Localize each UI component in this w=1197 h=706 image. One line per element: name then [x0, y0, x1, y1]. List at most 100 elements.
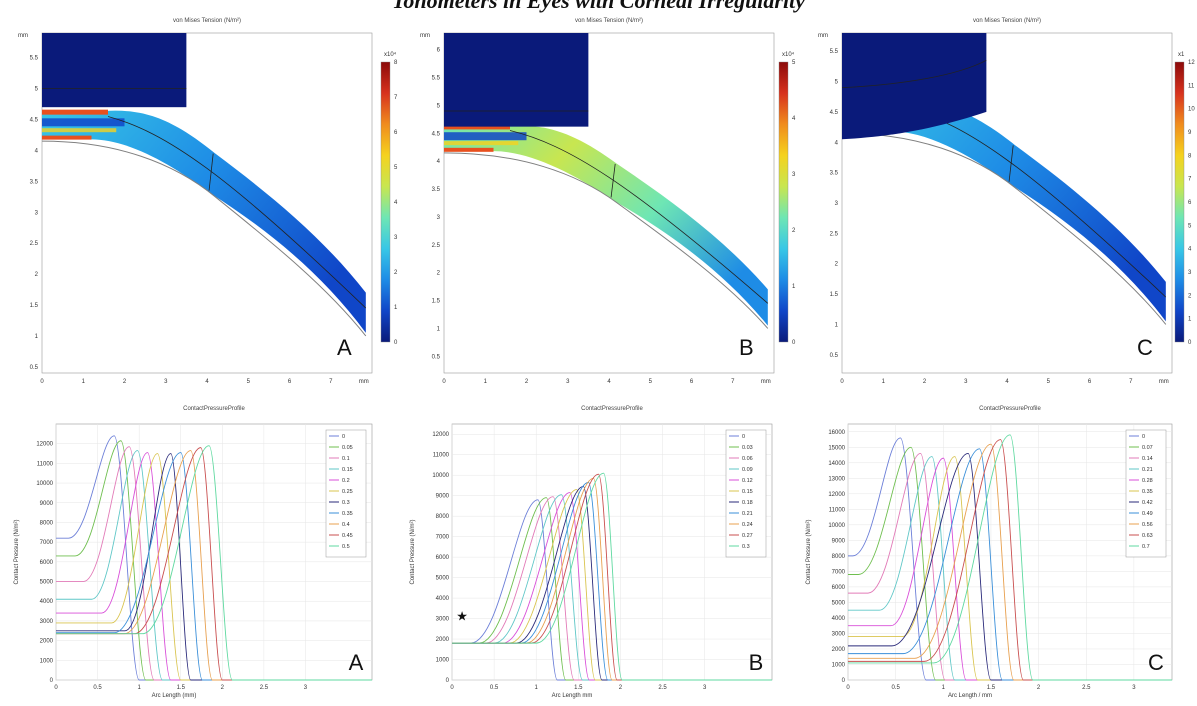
- colorbar-tick-label: 9: [1188, 130, 1192, 136]
- x-tick-label: mm: [359, 379, 369, 385]
- cornea-stress-field: [42, 110, 366, 333]
- mid-stress-band: [42, 128, 117, 133]
- y-tick-label: 9000: [832, 538, 846, 544]
- x-tick-label: 1.5: [987, 685, 996, 691]
- legend-label: 0.7: [1142, 544, 1150, 550]
- x-tick-label: 1: [137, 685, 141, 691]
- x-tick-label: 3: [1132, 685, 1136, 691]
- x-tick-label: 5: [649, 379, 653, 385]
- y-tick-label: 5000: [40, 580, 54, 586]
- y-tick-label: 2.5: [432, 243, 441, 249]
- y-tick-label: 0.5: [432, 354, 441, 360]
- x-tick-label: 1: [484, 379, 488, 385]
- y-tick-label: 0: [842, 678, 846, 684]
- y-tick-label: 9000: [436, 494, 450, 500]
- fem-panel-b: von Mises Tension (N/m²) 0 1 2 3 4 5 6 7 mm 0.5 1 1.…: [420, 18, 796, 385]
- colorbar-tick-label: 0: [394, 340, 398, 346]
- colorbar-tick-label: 5: [394, 165, 398, 171]
- y-tick-label: 14000: [828, 461, 845, 467]
- y-tick-label: 4000: [832, 616, 846, 622]
- legend-box: [325, 429, 367, 558]
- y-tick-label: 5000: [436, 576, 450, 582]
- x-tick-label: 3: [304, 685, 308, 691]
- legend-label: 0: [342, 434, 345, 440]
- x-tick-label: 7: [329, 379, 333, 385]
- y-tick-label: 6000: [832, 585, 846, 591]
- x-tick-label: 0: [40, 379, 44, 385]
- legend-label: 0.05: [342, 445, 353, 451]
- legend-box: [1125, 429, 1167, 558]
- page-title: Tonometers in Eyes with Corneal Irregula…: [392, 0, 805, 13]
- series-line-0.7: [847, 434, 1172, 681]
- x-tick-label: 1: [535, 685, 539, 691]
- y-tick-label: 3.5: [830, 171, 839, 177]
- x-tick-label: 0.5: [93, 685, 102, 691]
- legend-label: 0.42: [1142, 500, 1153, 506]
- y-tick-label: 1: [35, 334, 39, 340]
- series-line-0: [848, 437, 1172, 681]
- y-tick-label: 1.5: [432, 299, 441, 305]
- colorbar-tick-label: 7: [1188, 177, 1192, 183]
- x-tick-label: 2.5: [1082, 685, 1091, 691]
- x-tick-label: 1.5: [177, 685, 186, 691]
- x-tick-label: 0: [846, 685, 850, 691]
- cornea-outline: [841, 132, 1167, 325]
- panel-letter: A: [349, 650, 364, 675]
- y-tick-label: 5: [437, 103, 441, 109]
- series-line-0.35: [848, 456, 1172, 681]
- colorbar-tick-label: 6: [394, 130, 398, 136]
- colorbar-tick-label: 10: [1188, 107, 1195, 113]
- series-line-0.42: [847, 453, 1172, 681]
- y-tick-label: 7000: [832, 569, 846, 575]
- fem-panel-a: von Mises Tension (N/m²) 0 1 2 3 4 5 6 7 mm 0.5 1 1.…: [18, 18, 398, 385]
- x-tick-label: 2: [619, 685, 623, 691]
- y-tick-label: 4.5: [432, 131, 441, 137]
- irregularity-step: [610, 163, 616, 198]
- legend-label: 0.18: [742, 500, 753, 506]
- legend-label: 0.12: [742, 478, 753, 484]
- panel-title: von Mises Tension (N/m²): [973, 18, 1041, 24]
- y-tick-label: 12000: [432, 432, 449, 438]
- panel-letter: C: [1148, 650, 1164, 675]
- y-tick-label: 4: [35, 148, 39, 154]
- colorbar-tick-label: 2: [394, 270, 398, 276]
- x-tick-label: 4: [607, 379, 611, 385]
- y-tick-label: 3: [835, 201, 839, 207]
- legend-label: 0.14: [1142, 456, 1153, 462]
- series-line-0.5: [56, 445, 372, 681]
- y-tick-label: 1000: [832, 662, 846, 668]
- legend-label: 0.25: [342, 489, 353, 495]
- colorbar-tick-label: 3: [1188, 270, 1192, 276]
- legend-label: 0.15: [742, 489, 753, 495]
- colorbar-tick-label: 0: [1188, 340, 1192, 346]
- y-tick-label: 1.5: [30, 303, 39, 309]
- panel-letter: B: [749, 650, 764, 675]
- series-line-0.3: [56, 453, 372, 681]
- y-tick-label: 5: [35, 87, 39, 93]
- series-line-0.2: [56, 452, 372, 681]
- x-tick-label: 0: [840, 379, 844, 385]
- colorbar-tick-label: 4: [1188, 247, 1192, 253]
- y-tick-label: 13000: [828, 476, 845, 482]
- x-tick-label: 0.5: [490, 685, 499, 691]
- x-tick-label: 4: [1005, 379, 1009, 385]
- x-tick-label: 2.5: [658, 685, 667, 691]
- y-tick-label: 7000: [436, 535, 450, 541]
- x-tick-label: 3: [703, 685, 707, 691]
- y-tick-label: 4.5: [830, 110, 839, 116]
- x-tick-label: 6: [1088, 379, 1092, 385]
- colorbar-exponent: x1: [1178, 52, 1185, 58]
- series-line-0.28: [848, 457, 1172, 681]
- colorbar-tick-label: 12: [1188, 60, 1195, 66]
- colorbar-tick-label: 4: [394, 200, 398, 206]
- x-tick-label: 2: [525, 379, 529, 385]
- y-tick-label: 12000: [36, 442, 53, 448]
- x-tick-label: 1: [942, 685, 946, 691]
- fem-panel-c: von Mises Tension (N/m²)0 1 2 3 4 5 6 7 mm0.511.…: [818, 18, 1195, 385]
- y-tick-label: 7000: [40, 540, 54, 546]
- legend-label: 0.56: [1142, 522, 1153, 528]
- y-tick-label: 3.5: [30, 179, 39, 185]
- x-tick-label: 1: [882, 379, 886, 385]
- y-tick-label: 2000: [40, 639, 54, 645]
- legend-label: 0: [742, 434, 745, 440]
